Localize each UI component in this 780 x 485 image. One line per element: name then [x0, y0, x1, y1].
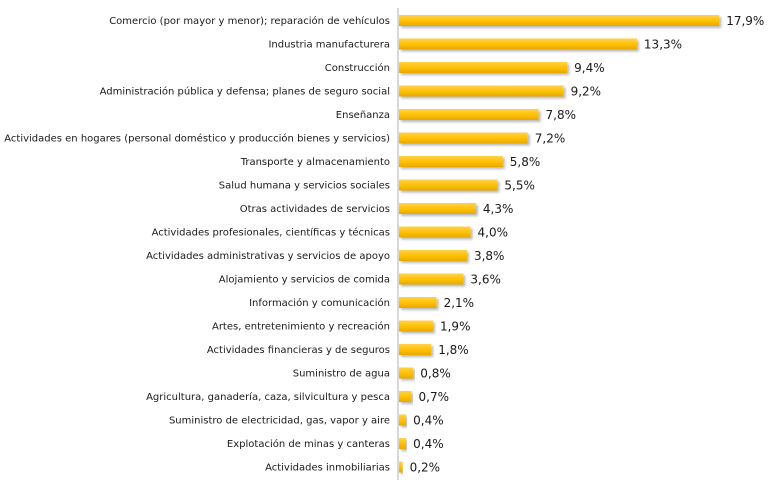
- value-label: 7,2%: [535, 132, 566, 146]
- value-label: 5,8%: [510, 155, 541, 169]
- bar: [399, 414, 407, 426]
- value-label: 0,4%: [413, 437, 444, 451]
- category-label: Información y comunicación: [249, 297, 390, 309]
- category-label: Otras actividades de servicios: [240, 204, 390, 215]
- bar: [399, 203, 476, 214]
- category-label: Construcción: [325, 62, 390, 74]
- category-label: Actividades administrativas y servicios …: [146, 251, 390, 262]
- value-label: 1,9%: [440, 320, 471, 334]
- value-label: 0,4%: [413, 414, 444, 428]
- bar: [399, 320, 433, 332]
- category-label: Suministro de electricidad, gas, vapor y…: [169, 416, 390, 427]
- bar: [399, 226, 471, 238]
- category-label: Alojamiento y servicios de comida: [219, 275, 390, 286]
- bar: [399, 391, 412, 402]
- bar: [399, 85, 564, 97]
- value-label: 3,8%: [474, 249, 505, 263]
- bar: [399, 461, 403, 473]
- category-label: Actividades financieras y de seguros: [207, 345, 390, 356]
- bar: [399, 179, 498, 191]
- bar: [399, 15, 720, 26]
- value-label: 2,1%: [444, 296, 475, 310]
- bar: [399, 273, 464, 285]
- category-label: Transporte y almacenamiento: [240, 157, 390, 168]
- category-labels: Comercio (por mayor y menor); reparación…: [4, 15, 390, 474]
- value-label: 13,3%: [644, 38, 682, 52]
- category-label: Enseñanza: [336, 110, 390, 121]
- category-label: Industria manufacturera: [268, 40, 390, 51]
- category-label: Actividades inmobiliarias: [265, 463, 390, 474]
- category-label: Comercio (por mayor y menor); reparación…: [109, 15, 390, 27]
- category-label: Administración pública y defensa; planes…: [100, 86, 390, 98]
- category-label: Salud humana y servicios sociales: [219, 181, 390, 192]
- value-label: 0,8%: [420, 367, 451, 381]
- bar: [399, 132, 528, 144]
- value-labels: 17,9% 13,3% 9,4% 9,2% 7,8% 7,2% 5,8% 5,5% 4,3% 4,…: [410, 14, 765, 475]
- value-label: 4,0%: [478, 226, 509, 240]
- value-label: 9,2%: [571, 85, 602, 99]
- category-label: Artes, entretenimiento y recreación: [212, 321, 390, 333]
- category-label: Actividades en hogares (personal domésti…: [4, 133, 390, 145]
- value-label: 17,9%: [726, 14, 764, 28]
- bar: [399, 250, 467, 261]
- category-label: Actividades profesionales, científicas y…: [152, 227, 390, 239]
- value-label: 5,5%: [504, 179, 535, 193]
- category-label: Suministro de agua: [293, 369, 390, 380]
- value-label: 0,2%: [410, 461, 441, 475]
- value-label: 9,4%: [574, 61, 605, 75]
- bar: [399, 38, 637, 50]
- bar: [399, 109, 539, 120]
- bar: [399, 344, 432, 355]
- value-label: 3,6%: [470, 273, 501, 287]
- value-label: 4,3%: [483, 202, 514, 216]
- bars: [399, 15, 720, 473]
- value-label: 0,7%: [419, 390, 450, 404]
- value-label: 1,8%: [438, 343, 469, 357]
- bar: [399, 367, 414, 379]
- bar: [399, 62, 568, 73]
- bar: [399, 156, 503, 167]
- value-label: 7,8%: [546, 108, 577, 122]
- category-label: Explotación de minas y canteras: [227, 438, 390, 450]
- category-label: Agricultura, ganadería, caza, silvicultu…: [146, 391, 390, 403]
- bar: [399, 297, 437, 308]
- bar: [399, 438, 407, 449]
